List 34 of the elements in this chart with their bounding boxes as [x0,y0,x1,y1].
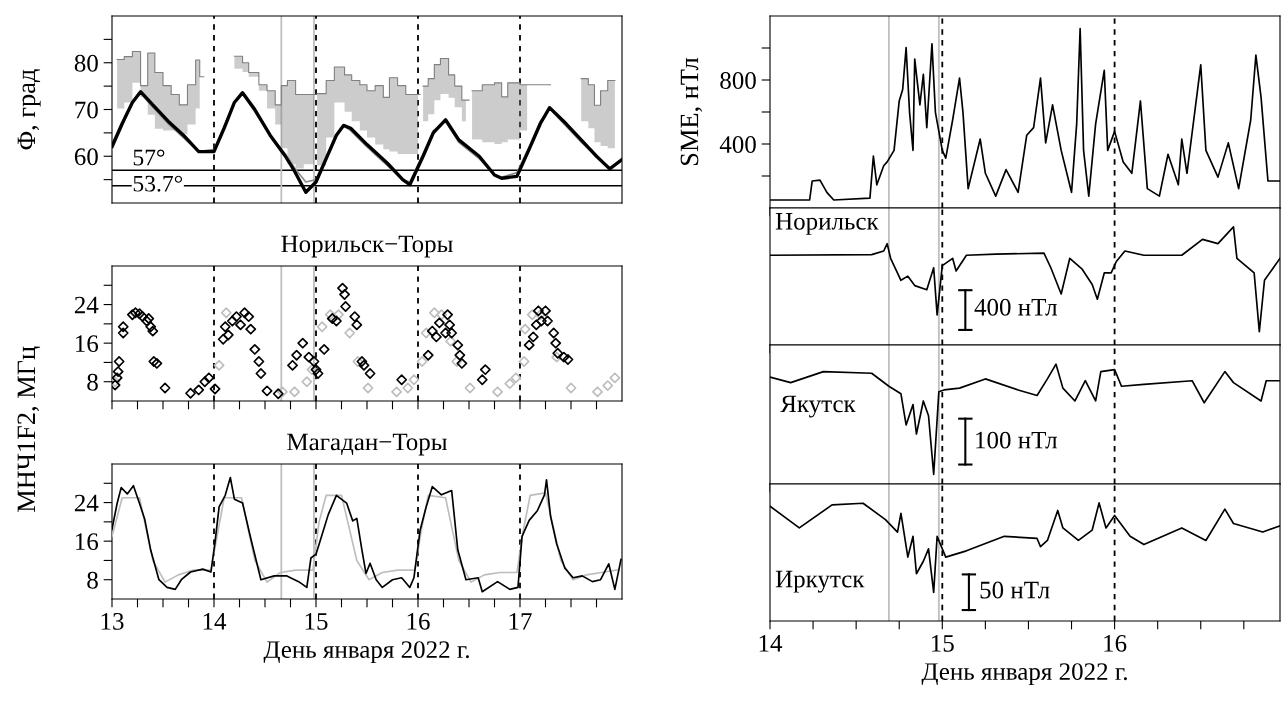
x-axis-title: День января 2022 г. [921,663,1127,686]
chart-title: Магадан−Торы [287,433,447,456]
x-tick-label: 15 [932,635,954,652]
x-tick-label: 14 [203,613,227,630]
y-axis-title: МНЧ1F2, МГц [17,346,41,512]
y-tick-label: 400 [719,136,756,153]
annotation: Якутск [780,395,856,418]
y-tick-label: 8 [87,373,98,391]
annotation: 100 нТл [976,431,1058,449]
annotation: 400 нТл [974,298,1058,316]
x-tick-label: 14 [759,635,783,652]
ref-line-label: 57° [133,149,165,166]
y-tick-label: 60 [74,148,98,166]
annotation: Норильск [775,213,879,235]
y-tick-label: 24 [74,494,99,512]
x-tick-label: 13 [101,612,124,630]
y-axis-title: SME, нТл [680,57,703,166]
y-tick-label: 16 [76,533,99,551]
y-tick-label: 70 [75,101,98,119]
y-tick-label: 24 [74,296,99,314]
chart-title: Норильск−Торы [281,235,453,258]
x-tick-label: 16 [407,612,430,630]
annotation: 50 нТл [980,581,1050,599]
y-tick-label: 80 [74,54,98,72]
x-tick-label: 17 [509,613,532,630]
y-tick-label: 16 [76,335,99,353]
y-tick-label: 800 [720,72,756,89]
x-axis-title: День января 2022 г. [263,641,469,664]
y-tick-label: 8 [87,571,98,589]
y-axis-title: Φ, град [17,69,41,150]
x-tick-label: 16 [1104,634,1127,652]
ref-line-label: 53.7° [133,175,183,192]
annotation: Иркутск [775,570,865,593]
x-tick-label: 15 [305,613,328,630]
